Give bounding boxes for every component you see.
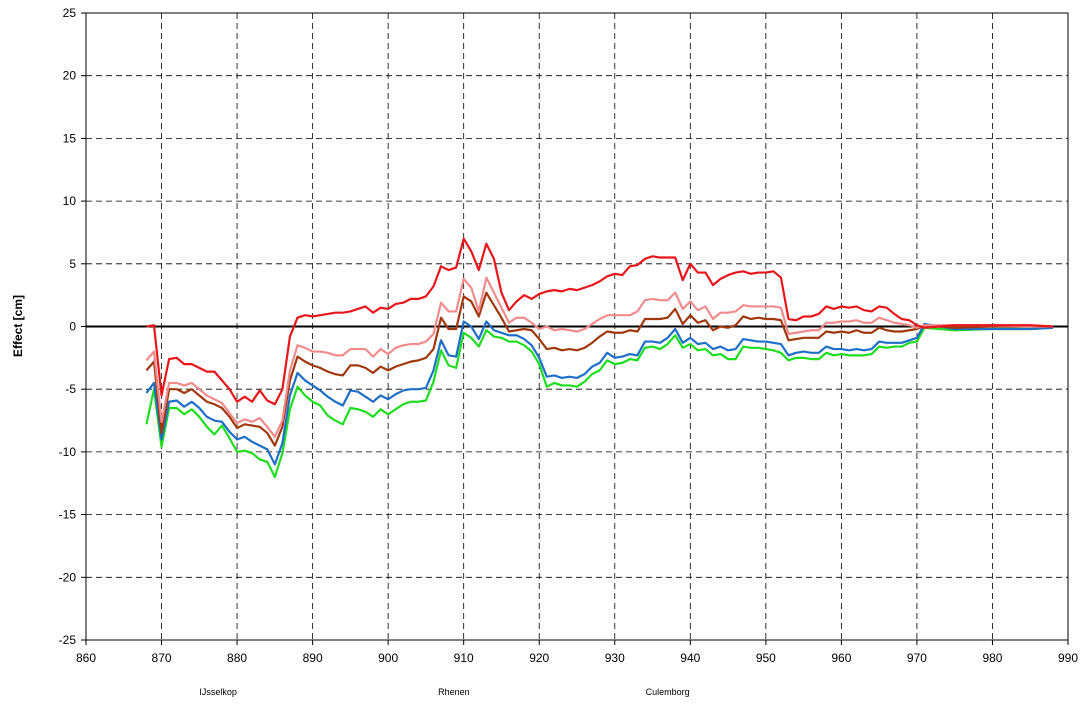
y-tick-label: 20 [63,69,77,83]
x-tick-label: 990 [1058,651,1078,665]
x-tick-label: 870 [152,651,172,665]
y-tick-label: 10 [63,194,77,208]
y-tick-label: -20 [59,570,77,584]
series-line [145,326,1053,479]
y-axis-label: Effect [cm] [11,295,25,357]
series-line [146,237,1053,406]
series-line [145,291,1053,447]
annotation: Rhenen [438,687,470,697]
y-tick-label: 0 [69,320,76,334]
x-tick-label: 930 [605,651,625,665]
y-tick-label: 5 [69,257,76,271]
y-tick-label: -25 [59,633,77,647]
x-tick-label: 980 [982,651,1002,665]
y-tick-label: -5 [65,382,76,396]
x-tick-label: 910 [454,651,474,665]
x-tick-label: 900 [378,651,398,665]
y-tick-label: -15 [59,508,77,522]
x-tick-label: 960 [831,651,851,665]
annotation: IJsselkop [199,687,237,697]
series-line [145,276,1053,438]
x-tick-label: 920 [529,651,549,665]
x-tick-label: 860 [76,651,96,665]
x-tick-label: 970 [907,651,927,665]
x-tick-label: 890 [303,651,323,665]
annotation: Culemborg [646,687,690,697]
x-tick-label: 880 [227,651,247,665]
x-tick-label: 940 [680,651,700,665]
y-tick-label: 25 [63,6,77,20]
x-tick-label: 950 [756,651,776,665]
y-tick-label: 15 [63,131,77,145]
y-tick-label: -10 [59,445,77,459]
series-line [145,320,1053,466]
